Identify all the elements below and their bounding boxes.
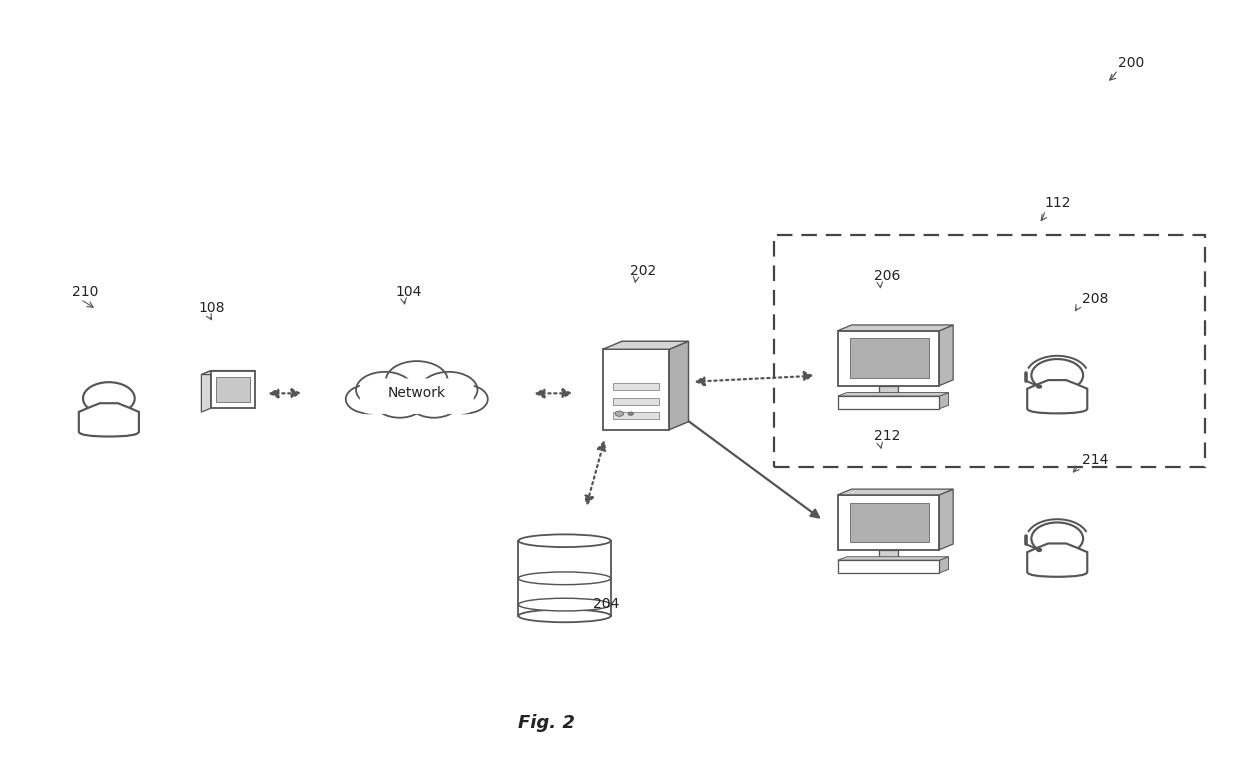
Text: 104: 104 [396, 284, 422, 298]
Polygon shape [940, 325, 954, 386]
Polygon shape [838, 396, 940, 409]
Polygon shape [838, 557, 949, 560]
Circle shape [346, 385, 392, 414]
Text: Fig. 2: Fig. 2 [517, 714, 574, 732]
FancyBboxPatch shape [879, 386, 898, 396]
Circle shape [420, 372, 477, 407]
Polygon shape [838, 489, 954, 495]
Polygon shape [940, 557, 949, 573]
Polygon shape [838, 560, 940, 573]
Polygon shape [670, 341, 688, 430]
Text: 112: 112 [1045, 196, 1071, 210]
Text: 212: 212 [874, 429, 900, 443]
Polygon shape [201, 371, 255, 375]
Text: 202: 202 [630, 264, 656, 278]
Circle shape [386, 361, 448, 400]
Circle shape [1037, 385, 1042, 388]
Polygon shape [603, 341, 688, 349]
FancyBboxPatch shape [849, 502, 929, 542]
Ellipse shape [518, 609, 611, 622]
Text: 200: 200 [1117, 55, 1143, 69]
Polygon shape [940, 489, 954, 550]
Text: 214: 214 [1081, 453, 1109, 467]
Circle shape [356, 372, 413, 407]
Circle shape [627, 412, 634, 415]
Circle shape [1032, 359, 1083, 391]
Polygon shape [838, 495, 940, 550]
Polygon shape [217, 377, 249, 402]
Text: 108: 108 [198, 301, 226, 315]
PathPatch shape [79, 404, 139, 436]
Ellipse shape [518, 598, 611, 611]
Circle shape [441, 385, 487, 414]
Text: 208: 208 [1081, 292, 1109, 306]
Polygon shape [838, 331, 940, 386]
PathPatch shape [1027, 380, 1087, 414]
FancyBboxPatch shape [879, 550, 898, 560]
FancyBboxPatch shape [849, 338, 929, 378]
Circle shape [615, 411, 624, 416]
Circle shape [1032, 523, 1083, 555]
Ellipse shape [518, 572, 611, 585]
Polygon shape [211, 371, 255, 408]
Polygon shape [838, 325, 954, 331]
Polygon shape [201, 371, 211, 412]
Polygon shape [838, 393, 949, 396]
Text: 204: 204 [593, 597, 619, 611]
Polygon shape [518, 541, 611, 616]
Ellipse shape [518, 534, 611, 547]
FancyBboxPatch shape [360, 379, 474, 414]
Circle shape [1037, 548, 1042, 552]
Text: 206: 206 [874, 270, 900, 283]
FancyBboxPatch shape [613, 397, 660, 405]
PathPatch shape [1027, 544, 1087, 576]
Text: 210: 210 [72, 285, 98, 299]
Circle shape [374, 386, 425, 418]
FancyBboxPatch shape [613, 412, 660, 419]
Polygon shape [603, 349, 670, 430]
FancyBboxPatch shape [613, 383, 660, 390]
Text: Network: Network [388, 386, 446, 400]
Circle shape [409, 386, 459, 418]
Circle shape [83, 382, 135, 414]
Polygon shape [940, 393, 949, 409]
